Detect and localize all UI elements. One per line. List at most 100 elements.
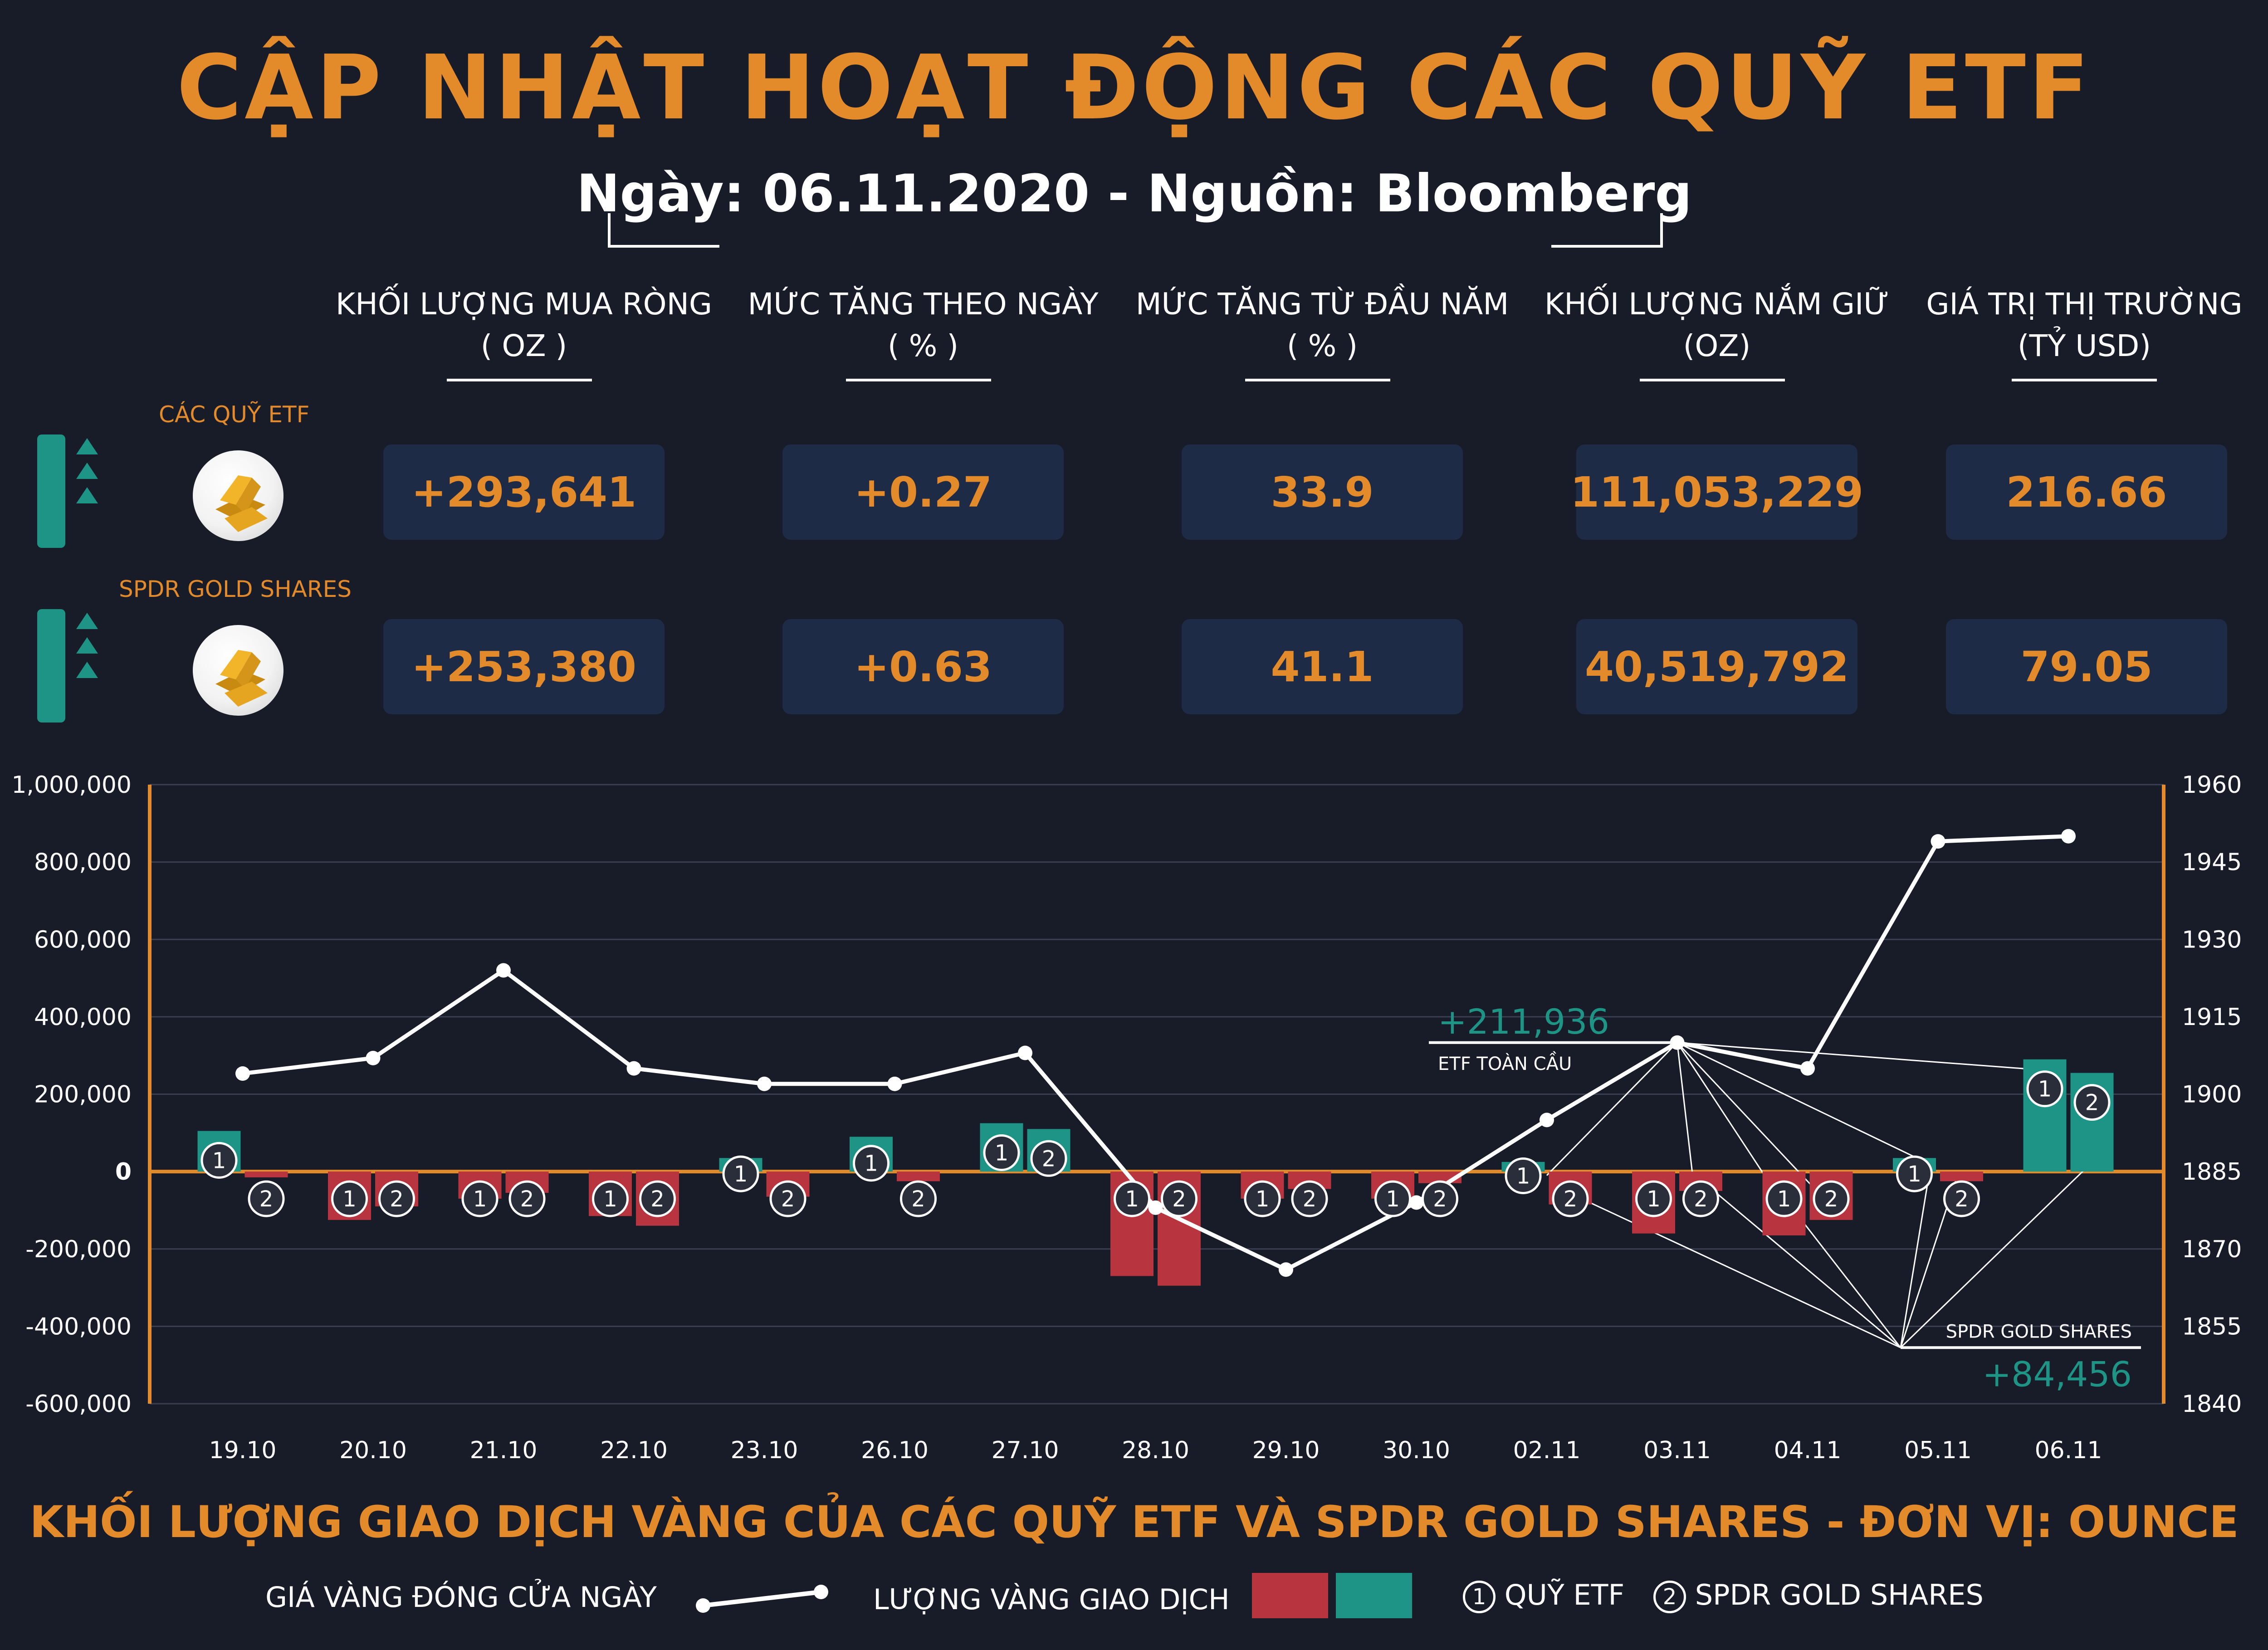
marker-circle — [639, 1180, 676, 1217]
series-1-marker-icon: 1 — [1463, 1580, 1496, 1613]
column-underline — [1245, 379, 1390, 381]
right-tick-label: 1870 — [2182, 1236, 2242, 1263]
series-marker-icon: 1 — [592, 1180, 629, 1217]
series-marker-icon: 2 — [769, 1180, 807, 1217]
annotation-leader-line — [1900, 1175, 1930, 1348]
left-tick-label: -400,000 — [25, 1313, 132, 1340]
gold-price-point — [1148, 1200, 1163, 1215]
value-box: 33.9 — [1182, 444, 1463, 540]
annotation-leader-line — [1695, 1175, 1901, 1348]
marker-circle — [769, 1180, 807, 1217]
gold-price-point — [1540, 1113, 1554, 1128]
legend-bar-label: LƯỢNG VÀNG GIAO DỊCH — [873, 1583, 1230, 1616]
annotation-label: ETF TOÀN CẦU — [1438, 1051, 1572, 1074]
marker-number: 2 — [1955, 1186, 1969, 1212]
column-label: MỨC TĂNG TỪ ĐẦU NĂM — [1135, 287, 1509, 322]
series-marker-icon: 1 — [461, 1180, 499, 1217]
series-marker-icon: 2 — [1422, 1180, 1458, 1217]
label-layer: 1,000,000 800,000 600,000 400,000 200,000 0 -2… — [11, 771, 2242, 1460]
x-tick-label: 26.10 — [861, 1437, 929, 1460]
marker-number: 1 — [1386, 1186, 1400, 1212]
marker-number: 1 — [1907, 1162, 1921, 1187]
left-tick-label: 800,000 — [34, 849, 132, 876]
right-tick-label: 1840 — [2182, 1391, 2242, 1418]
left-tick-label: -600,000 — [25, 1391, 132, 1418]
x-tick-label: 28.10 — [1122, 1437, 1189, 1460]
marker-circle — [508, 1180, 546, 1217]
marker-circle — [1896, 1155, 1933, 1192]
marker-circle — [248, 1180, 285, 1217]
series-marker-icon: 2 — [1943, 1180, 1980, 1217]
value-box: +0.27 — [782, 444, 1064, 540]
x-tick-label: 21.10 — [470, 1437, 538, 1460]
legend-positive-swatch — [1336, 1573, 1412, 1618]
column-underline — [846, 379, 991, 381]
x-tick-label: 19.10 — [209, 1437, 277, 1460]
column-unit: (OZ) — [1683, 328, 1751, 363]
x-tick-label: 27.10 — [992, 1437, 1059, 1460]
marker-number: 2 — [2085, 1090, 2099, 1116]
marker-circle — [1374, 1180, 1411, 1217]
marker-number: 2 — [1694, 1186, 1708, 1212]
series-marker-icon: 2 — [378, 1180, 415, 1217]
series-marker-icon: 2 — [2073, 1084, 2111, 1121]
marker-number: 1 — [1516, 1163, 1530, 1189]
series-marker-icon: 1 — [200, 1142, 238, 1179]
gold-price-point — [1670, 1035, 1685, 1050]
right-tick-label: 1885 — [2182, 1158, 2242, 1186]
marker-circle — [1244, 1180, 1281, 1217]
gold-bar-icon — [193, 450, 284, 541]
series-marker-icon: 1 — [853, 1145, 890, 1182]
marker-circle — [378, 1180, 415, 1217]
marker-circle — [1422, 1180, 1458, 1217]
annotation-leader-line — [1677, 1042, 1930, 1165]
gold-price-point — [757, 1076, 772, 1091]
series-marker-icon: 2 — [248, 1180, 285, 1217]
marker-circle — [2026, 1070, 2063, 1108]
marker-number: 2 — [520, 1186, 534, 1212]
column-header-2: MỨC TĂNG THEO NGÀY ( % ) — [719, 283, 1127, 367]
left-tick-label: 200,000 — [34, 1081, 132, 1108]
series-marker-icon: 1 — [983, 1134, 1020, 1171]
x-tick-label: 05.11 — [1904, 1437, 1972, 1460]
marker-circle — [1505, 1157, 1542, 1194]
marker-circle — [1161, 1180, 1198, 1217]
series-marker-icon: 2 — [1291, 1180, 1328, 1217]
x-tick-label: 06.11 — [2035, 1437, 2102, 1460]
value-box: 41.1 — [1182, 619, 1463, 714]
value-box: +0.63 — [782, 619, 1064, 714]
bar — [1940, 1172, 1983, 1181]
series-marker-icon: 1 — [1505, 1157, 1542, 1194]
gold-price-point — [626, 1061, 641, 1076]
marker-circle — [900, 1180, 937, 1217]
series-marker-icon: 1 — [1244, 1180, 1281, 1217]
gold-price-point — [1018, 1045, 1032, 1060]
column-unit: (TỶ USD) — [2017, 328, 2151, 363]
marker-number: 2 — [650, 1186, 665, 1212]
series-marker-icon: 1 — [2026, 1070, 2063, 1108]
column-header-5: GIÁ TRỊ THỊ TRƯỜNG (TỶ USD) — [1880, 283, 2268, 367]
chart-title: KHỐI LƯỢNG GIAO DỊCH VÀNG CỦA CÁC QUỸ ET… — [29, 1497, 2239, 1547]
right-tick-label: 1900 — [2182, 1081, 2242, 1108]
marker-number: 1 — [1125, 1186, 1139, 1212]
column-header-3: MỨC TĂNG TỪ ĐẦU NĂM ( % ) — [1118, 283, 1526, 367]
column-header-4: KHỐI LƯỢNG NẮM GIỮ (OZ) — [1513, 283, 1921, 367]
marker-circle — [1291, 1180, 1328, 1217]
marker-circle — [461, 1180, 499, 1217]
column-header-1: KHỐI LƯỢNG MUA RÒNG ( OZ ) — [320, 283, 728, 367]
legend-series-1: 1 QUỸ ETF — [1463, 1578, 1624, 1613]
marker-number: 2 — [1824, 1186, 1838, 1212]
right-tick-label: 1945 — [2182, 849, 2242, 876]
marker-circle — [983, 1134, 1020, 1171]
gold-price-point — [1279, 1262, 1293, 1277]
marker-number: 1 — [1256, 1186, 1270, 1212]
marker-circle — [331, 1180, 368, 1217]
trend-bar-icon — [37, 609, 65, 722]
up-triangles-icon — [76, 438, 98, 503]
marker-circle — [722, 1155, 759, 1192]
x-tick-label: 20.10 — [339, 1437, 407, 1460]
marker-number: 1 — [2038, 1077, 2052, 1102]
series-marker-icon: 2 — [1813, 1180, 1850, 1217]
legend-line-label: GIÁ VÀNG ĐÓNG CỬA NGÀY — [265, 1581, 657, 1614]
x-tick-label: 04.11 — [1774, 1437, 1842, 1460]
